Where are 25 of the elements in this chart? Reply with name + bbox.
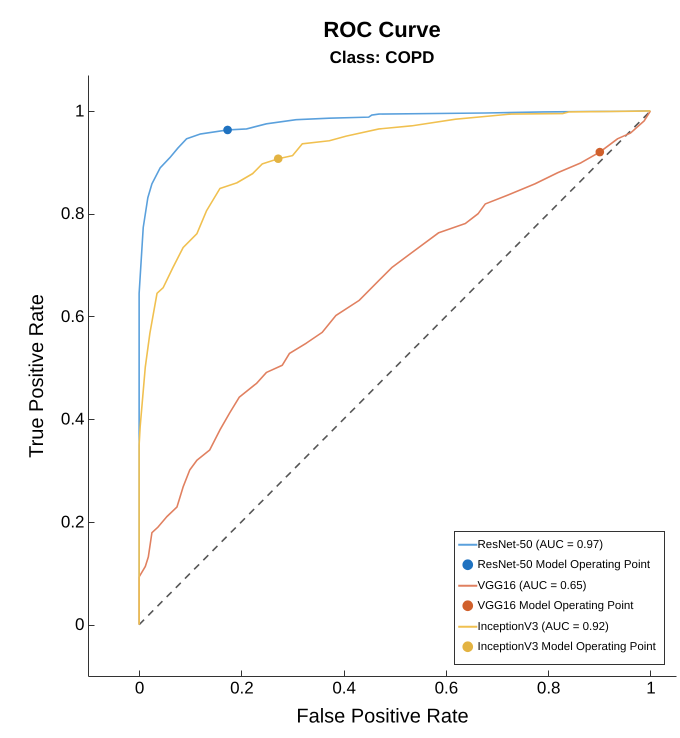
x-tick-label: 0: [134, 678, 144, 698]
legend-label: VGG16 (AUC = 0.65): [478, 580, 587, 592]
point: [223, 126, 232, 134]
x-axis-title: False Positive Rate: [296, 706, 469, 728]
point: [274, 154, 283, 164]
x-tick-label: 1: [646, 678, 656, 698]
legend-label: InceptionV3 (AUC = 0.92): [478, 620, 610, 633]
legend-label: ResNet-50 Model Operating Point: [478, 558, 651, 571]
chart-subtitle: Class: COPD: [330, 48, 434, 67]
chart-title: ROC Curve: [323, 17, 441, 42]
y-axis-title: True Positive Rate: [26, 294, 48, 458]
y-tick-label: 0.8: [60, 204, 84, 224]
y-tick-label: 0.2: [60, 512, 84, 532]
x-tick-label: 0.2: [230, 678, 254, 698]
y-tick-label: 1: [75, 101, 84, 120]
legend-label: VGG16 Model Operating Point: [478, 600, 634, 612]
x-tick-label: 0.4: [332, 678, 356, 698]
x-tick-label: 0.6: [434, 678, 458, 698]
y-tick-label: 0.6: [60, 306, 84, 326]
x-tick-label: 0.8: [536, 678, 560, 698]
y-tick-label: 0: [75, 615, 84, 634]
y-tick-label: 0.4: [60, 410, 84, 429]
point: [595, 148, 604, 156]
legend-label: InceptionV3 Model Operating Point: [478, 640, 657, 653]
legend-label: ResNet-50 (AUC = 0.97): [478, 538, 604, 551]
